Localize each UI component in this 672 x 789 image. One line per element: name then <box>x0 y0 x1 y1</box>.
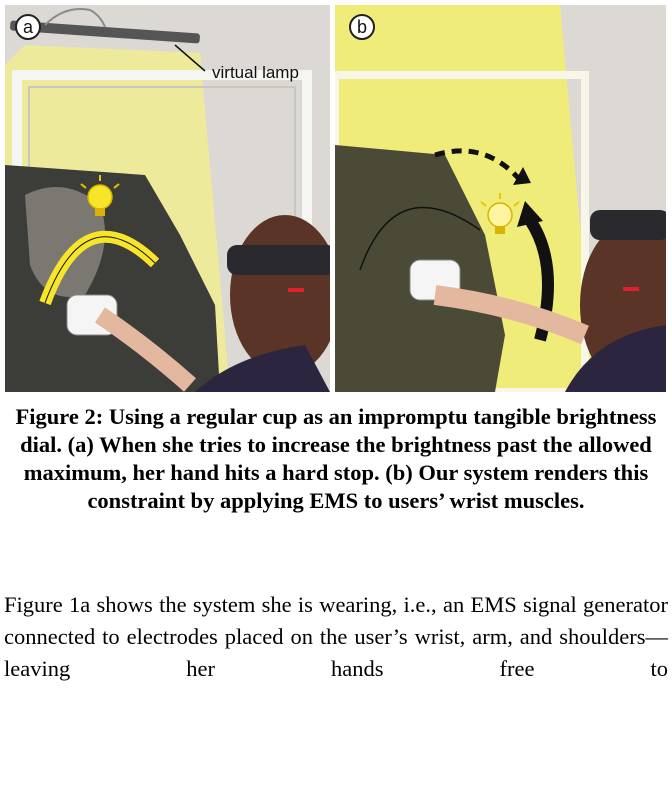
body-paragraph: Figure 1a shows the system she is wearin… <box>4 589 668 685</box>
figure-caption: Figure 2: Using a regular cup as an impr… <box>15 404 657 513</box>
lightbulb-icon <box>80 175 120 216</box>
headset <box>590 210 666 240</box>
lamp-callout-label: virtual lamp <box>212 63 299 82</box>
panel-b-illustration <box>335 5 666 392</box>
brightness-arc <box>359 206 481 271</box>
lightbulb-icon <box>480 193 520 234</box>
figure-panel-b: b <box>335 5 666 392</box>
headset <box>227 245 330 275</box>
panel-label-a: a <box>15 14 41 40</box>
virtual-lamp <box>10 20 200 44</box>
paragraph-text: Figure 1a shows the system she is wearin… <box>4 592 668 681</box>
panel-label-b: b <box>349 14 375 40</box>
panel-a-illustration <box>5 5 330 392</box>
figure-panel-a: a virtual lamp <box>5 5 330 392</box>
